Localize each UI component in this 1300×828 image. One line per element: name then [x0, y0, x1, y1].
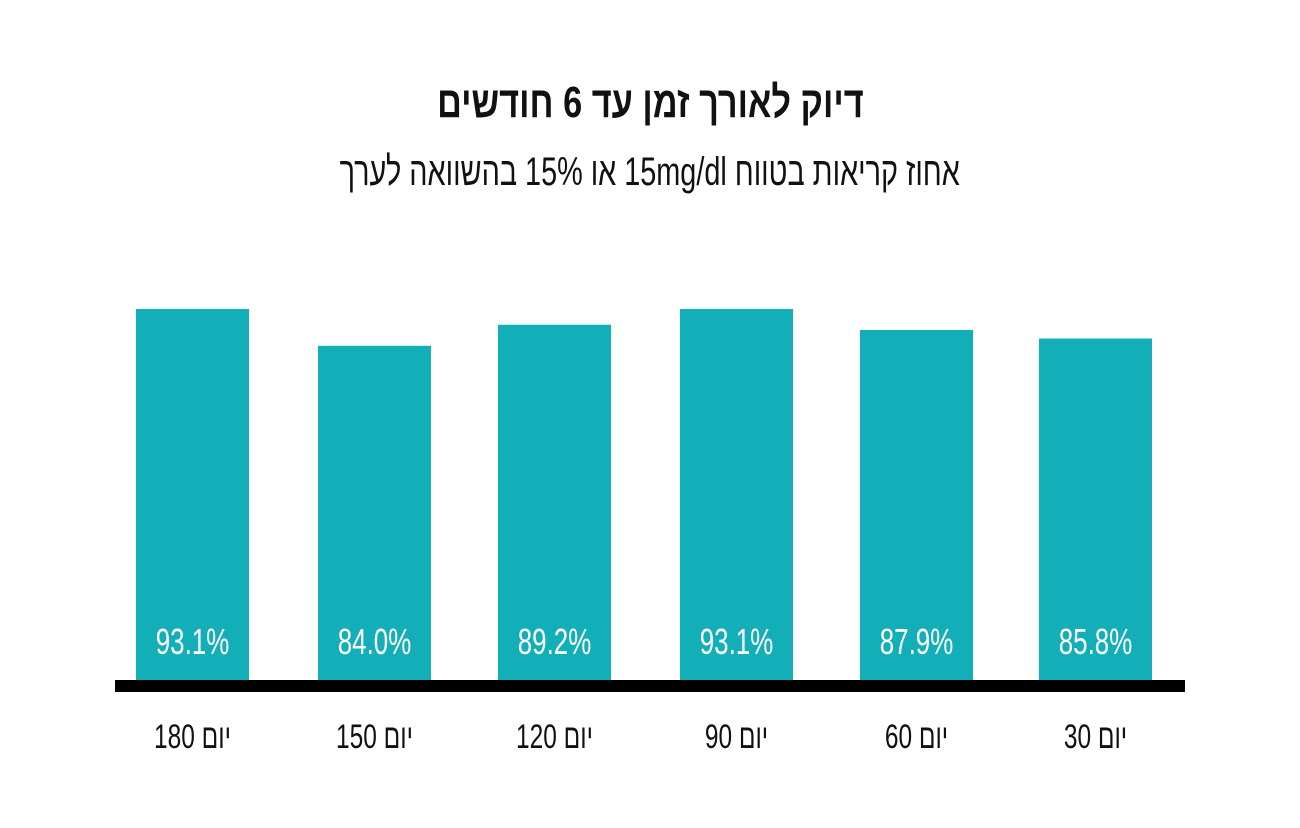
x-tick-label: יום 30	[1064, 718, 1127, 756]
chart-subtitle-text: אחוז קריאות בטווח 15mg/dl או 15% בהשוואה…	[339, 150, 961, 194]
data-label: 93.1%	[156, 622, 229, 662]
data-label: 89.2%	[518, 622, 591, 662]
x-tick-label: יום 120	[516, 718, 593, 756]
x-tick-label: יום 180	[154, 718, 231, 756]
data-label: 93.1%	[700, 622, 773, 662]
x-tick-label: יום 150	[336, 718, 413, 756]
data-label: 85.8%	[1059, 622, 1132, 662]
x-tick-label: יום 60	[885, 718, 948, 756]
bar	[318, 345, 431, 686]
x-tick-label: יום 90	[705, 718, 768, 756]
bar	[680, 308, 793, 686]
data-label: 84.0%	[338, 622, 411, 662]
chart-title: דיוק לאורך זמן עד 6 חודשים	[0, 78, 1300, 128]
bar	[860, 330, 973, 686]
bar	[136, 308, 249, 686]
bar	[1039, 338, 1152, 686]
chart-title-text: דיוק לאורך זמן עד 6 חודשים	[436, 78, 864, 127]
data-label: 87.9%	[880, 622, 953, 662]
bar	[498, 324, 611, 686]
chart-subtitle: אחוז קריאות בטווח 15mg/dl או 15% בהשוואה…	[0, 150, 1300, 195]
x-axis-line	[115, 680, 1185, 692]
